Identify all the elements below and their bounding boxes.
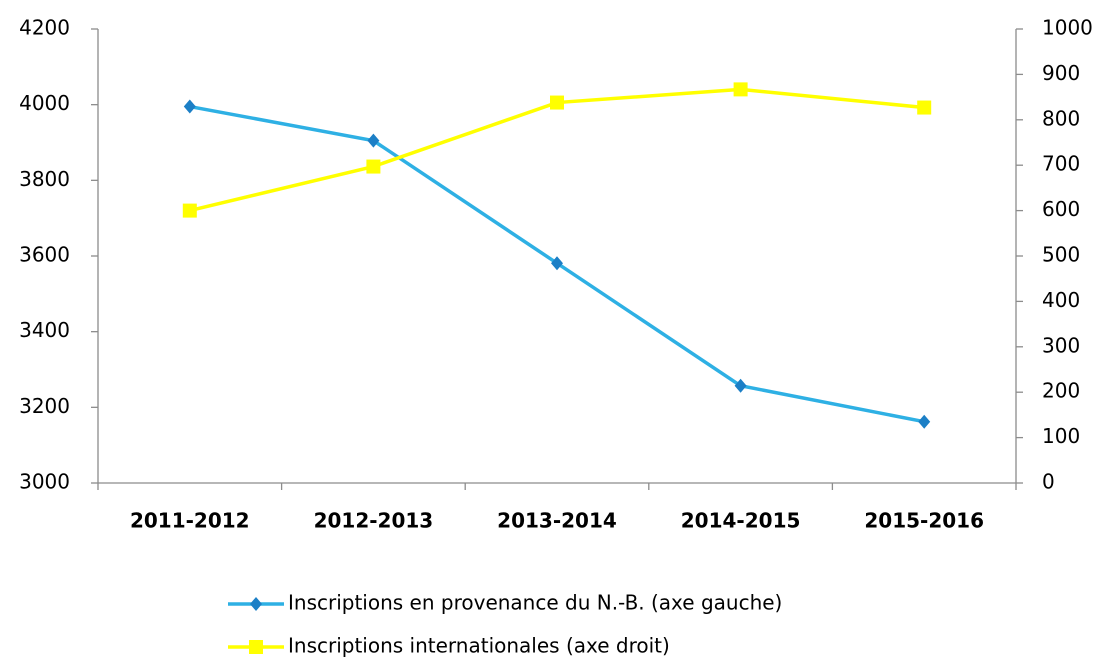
point [734,378,747,393]
y-tick-label: 3400 [19,318,70,342]
point [733,82,748,97]
y-tick-label: 3600 [19,243,70,267]
y2-tick-label: 600 [1042,197,1080,221]
point [182,203,197,218]
point [550,95,564,110]
legend-label: Inscriptions en provenance du N.-B. (axe… [288,591,782,615]
y2-tick-label: 1000 [1042,16,1093,40]
x-tick-label: 2012-2013 [314,509,434,533]
y2-tick-label: 700 [1042,152,1080,176]
legend-label: Inscriptions internationales (axe droit) [288,634,670,658]
y2-tick-label: 200 [1042,379,1080,403]
y-tick-label: 3800 [19,167,70,191]
y2-tick-label: 0 [1042,470,1055,494]
point [917,100,932,115]
y2-tick-label: 300 [1042,333,1080,357]
y-tick-label: 3000 [19,470,70,494]
legend-marker [249,640,263,654]
y2-tick-label: 900 [1042,61,1080,85]
point [918,414,931,429]
legend-marker [250,597,262,611]
x-tick-label: 2011-2012 [130,509,250,533]
x-tick-label: 2013-2014 [497,509,617,533]
y2-tick-label: 800 [1042,106,1080,130]
point [367,133,380,148]
point [366,159,381,174]
point [551,256,563,271]
y2-tick-label: 100 [1042,424,1080,448]
y-tick-label: 4000 [19,91,70,115]
y-tick-label: 4200 [19,16,70,40]
x-tick-label: 2015-2016 [864,509,984,533]
y-tick-label: 3200 [19,394,70,418]
point [183,99,196,114]
x-tick-label: 2014-2015 [681,509,801,533]
y2-tick-label: 500 [1042,243,1080,267]
y2-tick-label: 400 [1042,288,1080,312]
